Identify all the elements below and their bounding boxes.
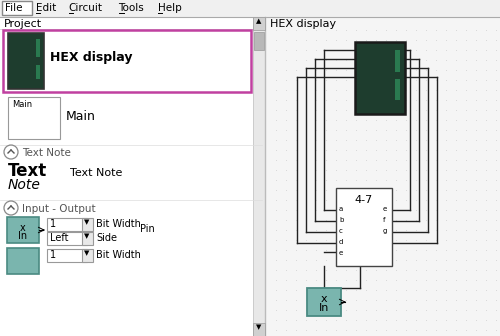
Text: b: b xyxy=(339,217,344,223)
Text: HEX display: HEX display xyxy=(270,19,336,29)
Bar xyxy=(82,232,93,245)
Text: In: In xyxy=(18,231,28,241)
Text: Circuit: Circuit xyxy=(68,3,102,13)
Text: File: File xyxy=(5,3,22,13)
Bar xyxy=(359,79,364,100)
Text: Help: Help xyxy=(158,3,182,13)
Text: Text: Text xyxy=(8,162,47,180)
Text: ▼: ▼ xyxy=(84,233,89,239)
Text: Tools: Tools xyxy=(118,3,144,13)
Text: e: e xyxy=(339,250,343,256)
Bar xyxy=(36,65,40,79)
Text: Note: Note xyxy=(8,178,41,192)
Bar xyxy=(0,17,262,336)
Text: x: x xyxy=(20,223,26,233)
Bar xyxy=(3,30,251,92)
Bar xyxy=(11,65,15,79)
Bar xyxy=(362,47,397,52)
Bar xyxy=(336,188,392,266)
Text: c: c xyxy=(339,228,343,234)
Bar xyxy=(253,17,265,30)
Text: Edit: Edit xyxy=(36,3,56,13)
Bar xyxy=(355,42,405,114)
Bar xyxy=(82,249,93,262)
Text: ▲: ▲ xyxy=(256,18,262,24)
Text: Bit Width: Bit Width xyxy=(96,219,141,229)
Text: x: x xyxy=(320,294,328,304)
Bar xyxy=(37,83,40,86)
Bar xyxy=(266,17,500,336)
Bar xyxy=(395,79,400,100)
Text: Text Note: Text Note xyxy=(70,168,122,178)
Bar xyxy=(36,39,40,57)
Bar xyxy=(13,81,37,85)
Bar xyxy=(13,37,37,41)
Text: Input - Output: Input - Output xyxy=(22,204,96,214)
Bar xyxy=(47,218,87,231)
Text: f: f xyxy=(383,217,386,223)
Bar xyxy=(0,0,500,17)
Text: 4-7: 4-7 xyxy=(355,195,373,205)
Text: e: e xyxy=(383,206,387,212)
Text: Bit Width: Bit Width xyxy=(96,250,141,260)
Bar xyxy=(395,50,400,72)
Bar xyxy=(253,17,265,336)
Bar xyxy=(253,323,265,336)
Text: 1: 1 xyxy=(50,250,56,260)
Text: ▼: ▼ xyxy=(256,324,262,330)
Text: 1: 1 xyxy=(50,219,56,229)
Bar xyxy=(2,1,32,15)
Bar xyxy=(47,249,87,262)
Text: In: In xyxy=(319,303,329,313)
Text: Text Note: Text Note xyxy=(22,148,71,158)
Text: Main: Main xyxy=(66,110,96,123)
Text: Main: Main xyxy=(12,100,32,109)
Bar xyxy=(11,39,15,57)
Text: d: d xyxy=(339,239,344,245)
Text: a: a xyxy=(339,206,343,212)
Bar xyxy=(362,103,397,108)
Bar xyxy=(8,97,60,139)
Bar xyxy=(7,217,39,243)
Bar xyxy=(359,50,364,72)
Text: ▼: ▼ xyxy=(84,219,89,225)
Bar xyxy=(3,94,251,143)
Bar xyxy=(397,107,400,110)
Bar xyxy=(13,59,37,63)
Text: ▼: ▼ xyxy=(84,250,89,256)
Text: Left: Left xyxy=(50,233,68,243)
Bar xyxy=(307,288,341,316)
Text: Side: Side xyxy=(96,233,117,243)
Bar xyxy=(7,248,39,274)
Bar xyxy=(254,32,264,50)
Bar xyxy=(47,232,87,245)
Bar xyxy=(362,75,397,80)
Text: Pin: Pin xyxy=(140,224,155,234)
Text: g: g xyxy=(383,228,388,234)
Bar xyxy=(82,218,93,231)
Text: HEX display: HEX display xyxy=(50,50,132,64)
Text: Project: Project xyxy=(4,19,42,29)
Bar xyxy=(8,33,44,89)
